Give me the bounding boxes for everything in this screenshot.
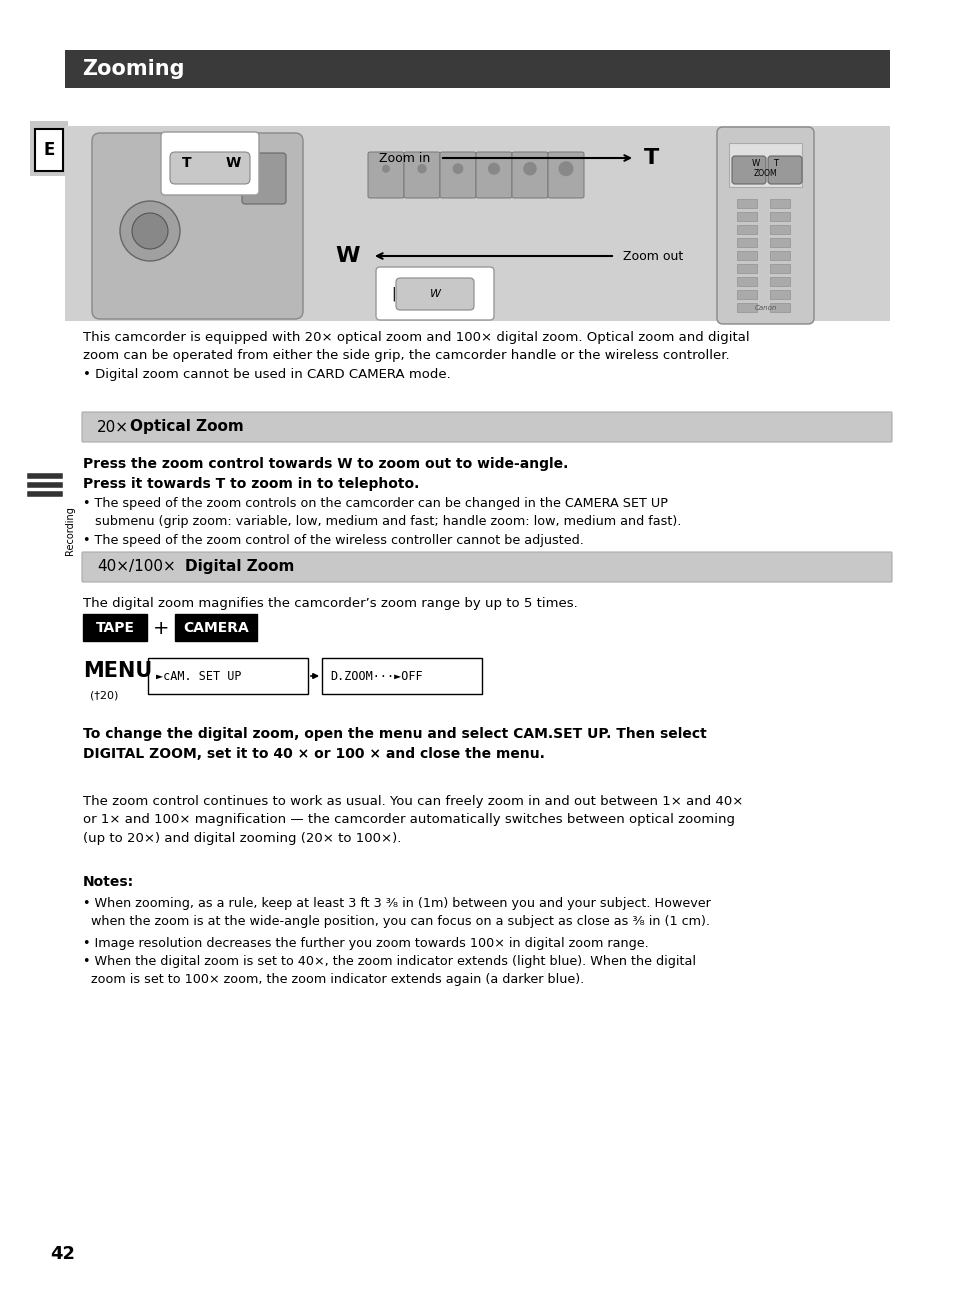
FancyBboxPatch shape: [769, 251, 789, 260]
FancyBboxPatch shape: [737, 290, 757, 299]
FancyBboxPatch shape: [728, 143, 801, 187]
Text: T: T: [772, 159, 778, 168]
FancyBboxPatch shape: [547, 152, 583, 198]
FancyBboxPatch shape: [737, 251, 757, 260]
Text: • The speed of the zoom controls on the camcorder can be changed in the CAMERA S: • The speed of the zoom controls on the …: [83, 497, 680, 528]
FancyBboxPatch shape: [731, 156, 765, 183]
FancyBboxPatch shape: [35, 129, 63, 170]
FancyBboxPatch shape: [82, 552, 891, 582]
Text: W: W: [751, 159, 759, 168]
Text: • The speed of the zoom control of the wireless controller cannot be adjusted.: • The speed of the zoom control of the w…: [83, 533, 583, 546]
FancyBboxPatch shape: [375, 267, 494, 320]
FancyBboxPatch shape: [512, 152, 547, 198]
Text: Zoom out: Zoom out: [622, 250, 682, 263]
Text: |: |: [392, 286, 395, 302]
FancyBboxPatch shape: [30, 121, 68, 176]
FancyBboxPatch shape: [395, 278, 474, 310]
Circle shape: [416, 164, 426, 173]
Text: The digital zoom magnifies the camcorder’s zoom range by up to 5 times.: The digital zoom magnifies the camcorder…: [83, 597, 578, 610]
Text: TAPE: TAPE: [95, 621, 134, 635]
FancyBboxPatch shape: [737, 264, 757, 273]
Text: MENU: MENU: [83, 661, 152, 680]
FancyBboxPatch shape: [65, 49, 889, 88]
Text: +: +: [152, 618, 169, 637]
Text: Press it towards T to zoom in to telephoto.: Press it towards T to zoom in to telepho…: [83, 477, 419, 490]
Text: Optical Zoom: Optical Zoom: [130, 419, 244, 435]
Text: Zoom in: Zoom in: [378, 151, 430, 164]
FancyBboxPatch shape: [737, 277, 757, 286]
FancyBboxPatch shape: [737, 225, 757, 234]
Text: W: W: [335, 246, 359, 265]
Text: 42: 42: [50, 1245, 75, 1263]
FancyBboxPatch shape: [322, 658, 481, 693]
Text: E: E: [43, 141, 54, 159]
Text: Press the zoom control towards W to zoom out to wide-angle.: Press the zoom control towards W to zoom…: [83, 457, 568, 471]
FancyBboxPatch shape: [476, 152, 512, 198]
Circle shape: [452, 164, 463, 174]
FancyBboxPatch shape: [737, 199, 757, 208]
FancyBboxPatch shape: [769, 264, 789, 273]
Text: CAMERA: CAMERA: [183, 621, 249, 635]
Text: The zoom control continues to work as usual. You can freely zoom in and out betw: The zoom control continues to work as us…: [83, 795, 742, 846]
FancyBboxPatch shape: [91, 133, 303, 319]
Text: Recording: Recording: [65, 506, 75, 554]
Text: To change the digital zoom, open the menu and select CAM.SET UP. Then select
DIG: To change the digital zoom, open the men…: [83, 727, 706, 761]
FancyBboxPatch shape: [769, 238, 789, 247]
FancyBboxPatch shape: [368, 152, 403, 198]
FancyBboxPatch shape: [403, 152, 439, 198]
Text: • When the digital zoom is set to 40×, the zoom indicator extends (light blue). : • When the digital zoom is set to 40×, t…: [83, 955, 696, 986]
FancyBboxPatch shape: [174, 614, 256, 641]
Circle shape: [522, 161, 537, 176]
Text: 20×: 20×: [97, 419, 129, 435]
Text: • When zooming, as a rule, keep at least 3 ft 3 ³⁄₈ in (1m) between you and your: • When zooming, as a rule, keep at least…: [83, 896, 710, 929]
Text: Digital Zoom: Digital Zoom: [185, 559, 294, 575]
Text: D.ZOOM···►OFF: D.ZOOM···►OFF: [330, 670, 422, 683]
Circle shape: [381, 165, 390, 173]
FancyBboxPatch shape: [769, 277, 789, 286]
Text: T: T: [182, 156, 192, 170]
Text: T: T: [643, 148, 659, 168]
FancyBboxPatch shape: [242, 154, 286, 204]
FancyBboxPatch shape: [769, 225, 789, 234]
FancyBboxPatch shape: [769, 290, 789, 299]
FancyBboxPatch shape: [737, 238, 757, 247]
FancyBboxPatch shape: [83, 614, 147, 641]
FancyBboxPatch shape: [769, 199, 789, 208]
FancyBboxPatch shape: [767, 156, 801, 183]
FancyBboxPatch shape: [769, 212, 789, 221]
FancyBboxPatch shape: [737, 212, 757, 221]
Circle shape: [132, 213, 168, 248]
Text: 40×/100×: 40×/100×: [97, 559, 175, 575]
FancyBboxPatch shape: [170, 152, 250, 183]
Text: W: W: [429, 289, 440, 299]
FancyBboxPatch shape: [148, 658, 308, 693]
Circle shape: [120, 200, 180, 262]
Text: Notes:: Notes:: [83, 876, 134, 889]
FancyBboxPatch shape: [717, 127, 813, 324]
Text: Canon: Canon: [754, 304, 776, 311]
FancyBboxPatch shape: [82, 412, 891, 442]
FancyBboxPatch shape: [769, 303, 789, 312]
FancyBboxPatch shape: [737, 303, 757, 312]
Text: • Image resolution decreases the further you zoom towards 100× in digital zoom r: • Image resolution decreases the further…: [83, 937, 648, 950]
Text: This camcorder is equipped with 20× optical zoom and 100× digital zoom. Optical : This camcorder is equipped with 20× opti…: [83, 330, 749, 381]
Text: ZOOM: ZOOM: [753, 169, 777, 177]
FancyBboxPatch shape: [161, 131, 258, 195]
Text: W: W: [225, 156, 240, 170]
FancyBboxPatch shape: [65, 126, 889, 321]
FancyBboxPatch shape: [439, 152, 476, 198]
Text: ►cAM. SET UP: ►cAM. SET UP: [156, 670, 241, 683]
Text: (†20): (†20): [90, 691, 118, 701]
Circle shape: [487, 163, 499, 174]
Circle shape: [558, 161, 573, 176]
Text: Zooming: Zooming: [82, 59, 184, 79]
